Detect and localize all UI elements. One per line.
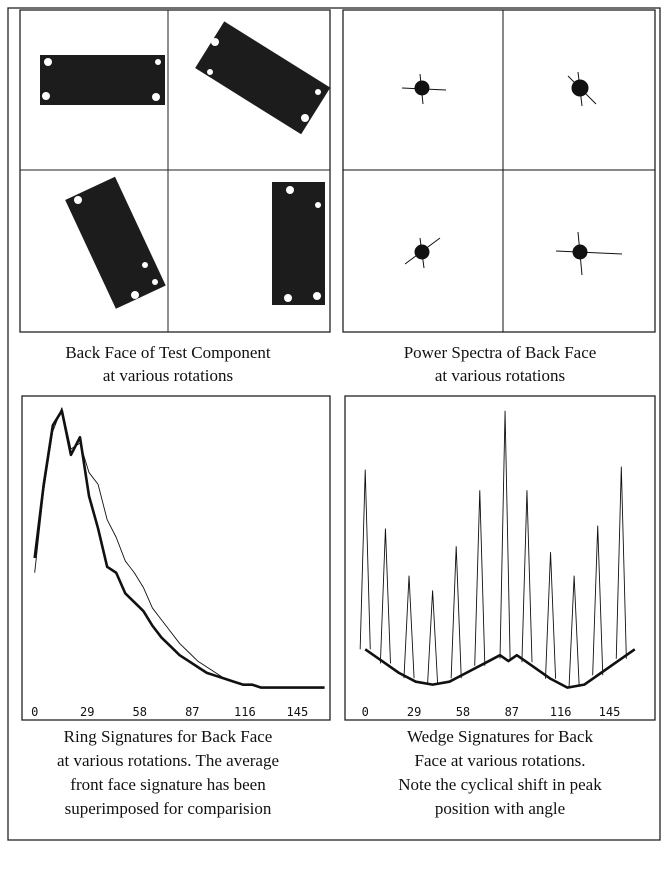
x-tick-label: 87: [505, 705, 519, 719]
caption-line: Ring Signatures for Back Face: [64, 727, 273, 746]
x-tick-label: 29: [407, 705, 421, 719]
spike: [451, 546, 461, 678]
spike: [380, 529, 390, 664]
x-tick-label: 58: [456, 705, 470, 719]
x-tick-label: 116: [234, 705, 256, 719]
spike: [593, 526, 603, 676]
caption-line: at various rotations. The average: [57, 751, 279, 770]
spike: [616, 467, 626, 659]
spike: [475, 490, 485, 666]
x-tick-label: 116: [550, 705, 572, 719]
spike: [428, 590, 438, 684]
spike: [404, 576, 414, 679]
plot-frame: [345, 396, 655, 720]
caption-line: Wedge Signatures for Back: [407, 727, 594, 746]
spike: [360, 470, 370, 650]
caption-line: superimposed for comparision: [65, 799, 272, 818]
x-tick-label: 145: [599, 705, 621, 719]
caption-line: at various rotations: [435, 366, 565, 385]
spike: [522, 490, 532, 662]
signature-line: [365, 649, 635, 687]
caption-line: Power Spectra of Back Face: [404, 343, 597, 362]
spike: [545, 552, 555, 679]
spike: [500, 411, 510, 659]
component-images: [20, 10, 330, 332]
x-tick-label: 58: [133, 705, 147, 719]
x-tick-label: 0: [362, 705, 369, 719]
spike: [569, 576, 579, 687]
power-spectra-images: [343, 10, 655, 332]
figure: Back Face of Test Component at various r…: [0, 0, 668, 870]
caption-line: at various rotations: [103, 366, 233, 385]
signature-line: [35, 408, 325, 688]
caption-line: front face signature has been: [70, 775, 266, 794]
x-tick-label: 0: [31, 705, 38, 719]
signature-line: [35, 411, 325, 688]
caption-line: Note the cyclical shift in peak: [398, 775, 602, 794]
caption-line: Face at various rotations.: [415, 751, 586, 770]
x-tick-label: 145: [287, 705, 309, 719]
caption-line: position with angle: [435, 799, 565, 818]
x-tick-label: 29: [80, 705, 94, 719]
caption-line: Back Face of Test Component: [65, 343, 271, 362]
x-tick-label: 87: [185, 705, 199, 719]
